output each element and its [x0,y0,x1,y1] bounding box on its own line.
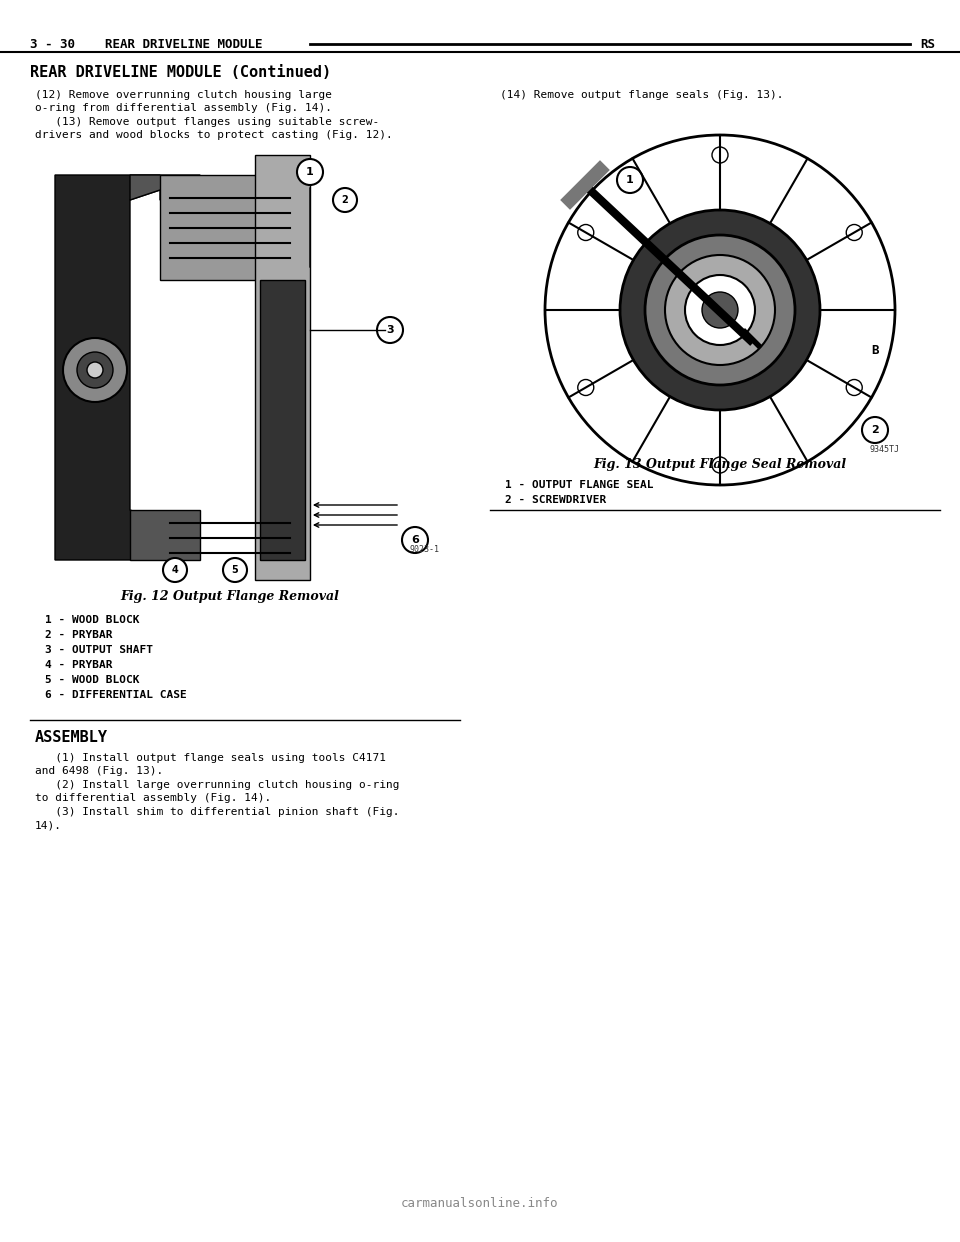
Text: 1: 1 [306,166,314,178]
Text: 2 - PRYBAR: 2 - PRYBAR [45,630,112,640]
Text: 5 - WOOD BLOCK: 5 - WOOD BLOCK [45,674,139,686]
Polygon shape [55,175,160,560]
Text: 14).: 14). [35,820,62,830]
Circle shape [702,292,738,328]
Circle shape [846,380,862,395]
Text: (1) Install output flange seals using tools C4171: (1) Install output flange seals using to… [35,753,386,763]
Circle shape [685,274,755,345]
Text: 1 - OUTPUT FLANGE SEAL: 1 - OUTPUT FLANGE SEAL [505,479,654,491]
Text: 2 - SCREWDRIVER: 2 - SCREWDRIVER [505,496,607,505]
Text: 2: 2 [871,425,878,435]
Text: 2: 2 [342,195,348,205]
Text: 3 - 30: 3 - 30 [30,39,75,51]
Text: carmanualsonline.info: carmanualsonline.info [401,1197,559,1210]
Circle shape [333,188,357,212]
Text: 6: 6 [411,535,419,545]
Polygon shape [130,510,200,560]
Text: 1: 1 [626,175,634,185]
Text: RS: RS [920,39,935,51]
Polygon shape [255,155,310,580]
Text: (2) Install large overrunning clutch housing o-ring: (2) Install large overrunning clutch hou… [35,780,399,790]
Text: 1 - WOOD BLOCK: 1 - WOOD BLOCK [45,615,139,625]
Text: (12) Remove overrunning clutch housing large: (12) Remove overrunning clutch housing l… [35,89,332,101]
Text: B: B [872,344,878,356]
Polygon shape [160,175,290,279]
Circle shape [620,210,820,410]
Polygon shape [260,279,305,560]
Circle shape [862,417,888,443]
Text: ASSEMBLY: ASSEMBLY [35,730,108,745]
Circle shape [163,558,187,582]
Circle shape [645,235,795,385]
Text: 9345TJ: 9345TJ [870,445,900,455]
Text: Fig. 12 Output Flange Removal: Fig. 12 Output Flange Removal [121,590,340,604]
Circle shape [545,135,895,484]
Text: and 6498 (Fig. 13).: and 6498 (Fig. 13). [35,766,163,776]
Circle shape [712,457,728,473]
Circle shape [223,558,247,582]
Polygon shape [130,175,200,200]
Text: (3) Install shim to differential pinion shaft (Fig.: (3) Install shim to differential pinion … [35,807,399,817]
Circle shape [578,225,594,241]
Text: 6 - DIFFERENTIAL CASE: 6 - DIFFERENTIAL CASE [45,691,187,700]
Text: Fig. 13 Output Flange Seal Removal: Fig. 13 Output Flange Seal Removal [593,458,847,471]
Circle shape [402,527,428,553]
Text: 9023-1: 9023-1 [410,545,440,554]
Text: REAR DRIVELINE MODULE: REAR DRIVELINE MODULE [105,39,262,51]
Circle shape [712,147,728,163]
Text: 4 - PRYBAR: 4 - PRYBAR [45,660,112,669]
Text: drivers and wood blocks to protect casting (Fig. 12).: drivers and wood blocks to protect casti… [35,130,393,140]
Circle shape [578,380,594,395]
Text: 3: 3 [386,325,394,335]
Text: (14) Remove output flange seals (Fig. 13).: (14) Remove output flange seals (Fig. 13… [500,89,783,101]
Circle shape [87,361,103,378]
Circle shape [297,159,323,185]
Text: (13) Remove output flanges using suitable screw-: (13) Remove output flanges using suitabl… [35,117,379,127]
Circle shape [617,166,643,193]
Text: 3 - OUTPUT SHAFT: 3 - OUTPUT SHAFT [45,645,153,655]
Text: REAR DRIVELINE MODULE (Continued): REAR DRIVELINE MODULE (Continued) [30,65,331,79]
Text: to differential assembly (Fig. 14).: to differential assembly (Fig. 14). [35,792,272,804]
Circle shape [377,317,403,343]
Circle shape [77,351,113,388]
Circle shape [846,225,862,241]
Text: 4: 4 [172,565,179,575]
Text: o-ring from differential assembly (Fig. 14).: o-ring from differential assembly (Fig. … [35,103,332,113]
Text: 5: 5 [231,565,238,575]
Circle shape [63,338,127,402]
Circle shape [665,255,775,365]
